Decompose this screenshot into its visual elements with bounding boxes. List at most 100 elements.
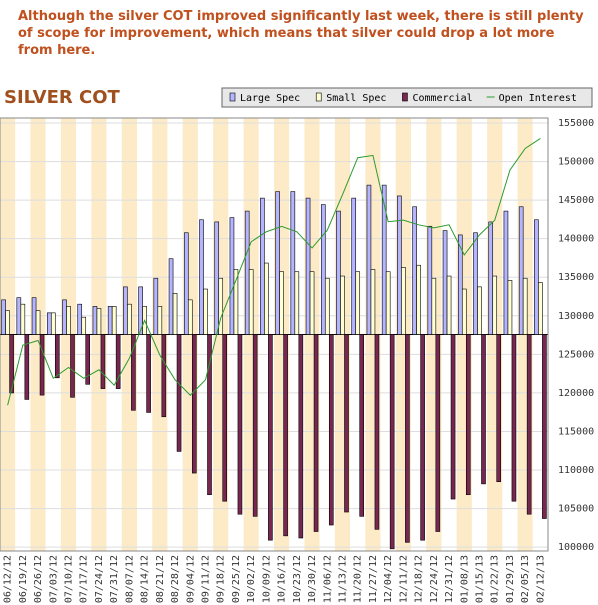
bar (442, 230, 448, 335)
x-tick-label: 10/23/12 (292, 555, 303, 603)
y2-tick-label: 105000 (558, 504, 594, 515)
legend-swatch (229, 92, 236, 102)
bar (412, 206, 417, 335)
x-tick-label: 11/06/12 (322, 555, 333, 603)
bar (35, 310, 41, 335)
bar (328, 334, 334, 526)
bar (405, 334, 410, 543)
bar (359, 334, 365, 517)
bar (85, 334, 91, 385)
x-tick-label: 08/28/12 (170, 555, 181, 603)
bar (252, 334, 258, 517)
x-tick-label: 08/14/12 (140, 555, 151, 603)
bar (534, 219, 539, 335)
bar (416, 264, 421, 335)
bar (5, 310, 10, 335)
y2-tick-label: 155000 (558, 118, 594, 129)
bar (320, 204, 326, 335)
bar (207, 334, 212, 496)
x-tick-label: 02/05/13 (520, 555, 531, 603)
bar (237, 334, 243, 515)
bar (488, 221, 494, 335)
y2-tick-label: 115000 (558, 426, 594, 437)
bar (260, 197, 265, 335)
bar (465, 334, 471, 496)
y2-tick-label: 145000 (558, 195, 594, 206)
plot-frame (0, 117, 549, 552)
bar (96, 308, 102, 335)
x-tick-label: 12/31/12 (444, 555, 455, 603)
bar (70, 334, 75, 398)
bar (183, 232, 189, 335)
x-tick-label: 10/30/12 (307, 555, 318, 603)
y2-tick-label: 140000 (558, 234, 594, 245)
bar (340, 275, 345, 335)
x-tick-label: 06/26/12 (33, 555, 44, 603)
x-tick-label: 06/19/12 (18, 555, 29, 603)
bar (268, 334, 273, 541)
y2-tick-label: 110000 (558, 465, 594, 476)
x-tick-label: 12/11/12 (398, 555, 409, 603)
x-tick-label: 07/03/12 (48, 555, 59, 603)
bar (401, 267, 406, 335)
bar (538, 282, 543, 335)
bar (309, 271, 315, 335)
bar (435, 334, 441, 532)
bar (477, 286, 482, 335)
bar (233, 269, 239, 335)
x-tick-label: 11/20/12 (353, 555, 364, 603)
bar (336, 210, 341, 335)
bar (492, 275, 498, 335)
bar (370, 269, 376, 335)
x-tick-label: 09/04/12 (185, 555, 196, 603)
x-tick-label: 11/27/12 (368, 555, 379, 603)
legend-label: Commercial (412, 93, 472, 104)
bar (507, 280, 513, 335)
legend-label: Small Spec (326, 93, 386, 104)
bar (153, 277, 159, 335)
bar (115, 334, 121, 389)
x-tick-label: 07/31/12 (109, 555, 120, 603)
bar (397, 195, 402, 335)
bar (123, 286, 128, 335)
bar (244, 210, 250, 335)
bar (420, 334, 425, 541)
bar (66, 306, 71, 335)
bar (172, 293, 178, 335)
bar (381, 184, 387, 335)
bar (344, 334, 349, 513)
bar (203, 288, 208, 335)
bar (127, 303, 132, 335)
bar (100, 334, 106, 389)
bar (199, 219, 204, 335)
bar (111, 306, 117, 335)
bar (446, 275, 452, 335)
bar (264, 262, 269, 335)
bar (16, 297, 22, 335)
y2-tick-label: 125000 (558, 349, 594, 360)
bar (374, 334, 380, 530)
bar (481, 334, 486, 485)
annotation: Although the silver COT improved signifi… (18, 9, 584, 58)
x-tick-label: 10/02/12 (246, 555, 257, 603)
bar (385, 271, 391, 335)
bar (511, 334, 517, 502)
bar (355, 271, 361, 335)
legend-swatch (402, 92, 408, 102)
bar (20, 303, 26, 335)
y2-tick-label: 150000 (558, 157, 594, 168)
bar (526, 334, 532, 515)
y2-tick-label: 100000 (558, 542, 594, 553)
bar (131, 334, 136, 411)
x-tick-label: 01/29/13 (505, 555, 516, 603)
bar (431, 277, 437, 335)
bar (222, 334, 228, 502)
bar (31, 297, 37, 335)
x-tick-label: 12/04/12 (383, 555, 394, 603)
y2-tick-label: 120000 (558, 388, 594, 399)
bar (503, 210, 509, 335)
bar (351, 197, 357, 335)
bar (146, 334, 151, 413)
bar (389, 334, 395, 550)
